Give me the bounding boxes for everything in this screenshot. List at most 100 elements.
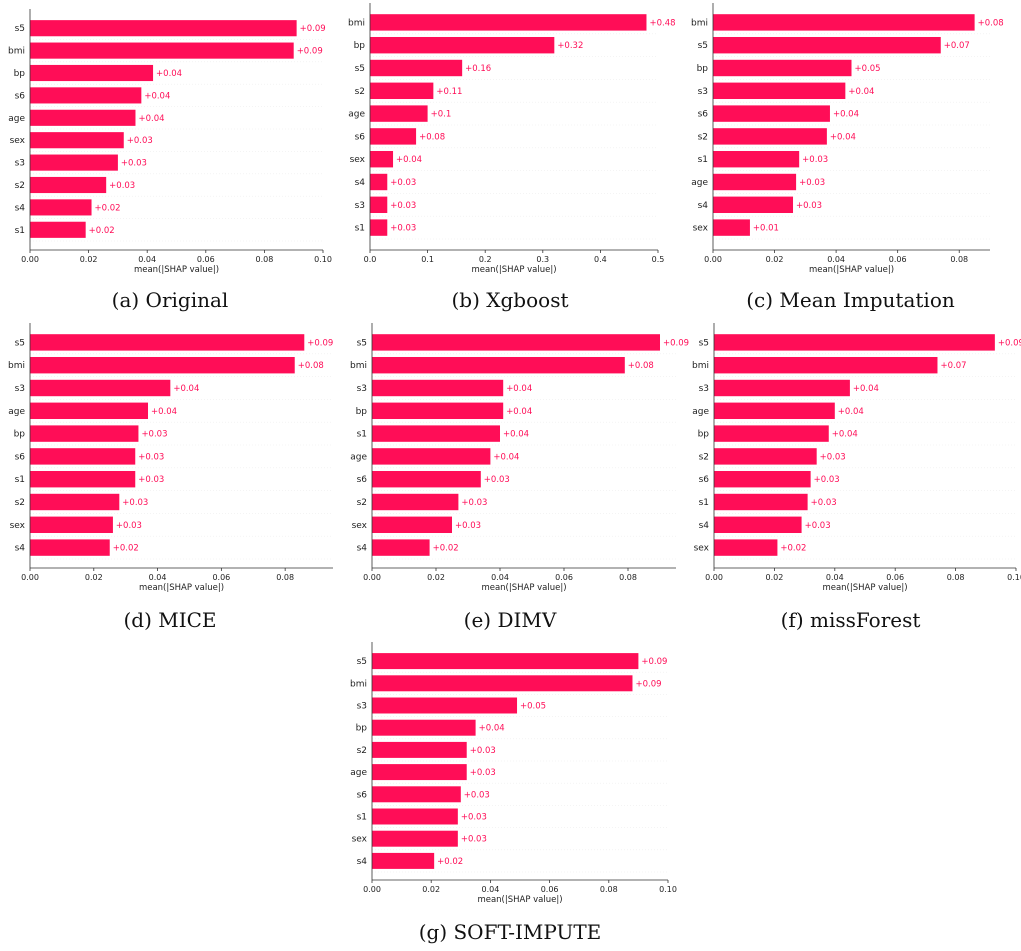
- x-tick-label: 0.00: [21, 573, 39, 582]
- category-label-s4: s4: [699, 521, 710, 531]
- value-label-s6: +0.08: [419, 132, 445, 142]
- category-label-sex: sex: [10, 136, 26, 146]
- bar-age: [370, 105, 428, 122]
- x-tick-label: 0.10: [659, 885, 677, 894]
- value-label-sex: +0.01: [753, 224, 779, 234]
- value-label-s4: +0.03: [796, 201, 822, 211]
- x-tick-label: 0.08: [947, 573, 965, 582]
- category-label-bp: bp: [354, 41, 366, 51]
- value-label-sex: +0.03: [455, 521, 481, 531]
- caption-c: (c) Mean Imputation: [746, 288, 955, 312]
- caption-g: (g) SOFT-IMPUTE: [418, 920, 602, 944]
- bar-bmi: [714, 356, 938, 374]
- x-tick-label: 0.06: [197, 255, 215, 264]
- category-label-s5: s5: [357, 338, 367, 348]
- bar-s4: [30, 539, 110, 556]
- category-label-s6: s6: [357, 790, 368, 800]
- value-label-sex: +0.04: [396, 155, 422, 165]
- value-label-s2: +0.03: [820, 452, 846, 462]
- bar-s2: [30, 493, 120, 511]
- value-label-s1: +0.03: [461, 813, 487, 823]
- category-label-s4: s4: [357, 544, 368, 554]
- value-label-s1: +0.03: [802, 155, 828, 165]
- bar-age: [713, 173, 797, 191]
- value-label-s4: +0.02: [113, 544, 139, 554]
- value-label-age: +0.04: [138, 114, 164, 124]
- value-label-s2: +0.03: [109, 181, 135, 191]
- category-label-s3: s3: [15, 384, 25, 394]
- category-label-s5: s5: [357, 657, 367, 667]
- category-label-s5: s5: [699, 338, 709, 348]
- category-label-age: age: [691, 178, 708, 188]
- x-axis-label: mean(|SHAP value|): [809, 265, 894, 275]
- bar-sex: [30, 132, 124, 149]
- value-label-age: +0.1: [431, 110, 452, 120]
- caption-b: (b) Xgboost: [451, 288, 569, 312]
- bar-s6: [30, 448, 136, 465]
- category-label-s1: s1: [357, 430, 367, 440]
- value-label-sex: +0.02: [780, 544, 806, 554]
- bar-s5: [30, 20, 297, 37]
- bar-bp: [713, 59, 852, 77]
- panel-e: s5 +0.09 bmi +0.08 s3 +0.04 bp +0.04 s1 +0.04 age +…: [340, 320, 689, 640]
- panel-c: bmi +0.08 s5 +0.07 bp +0.05 s3 +0.04 s6 +0.04 s2 +0…: [680, 0, 1021, 320]
- bar-s1: [30, 470, 136, 488]
- category-label-s2: s2: [357, 498, 367, 508]
- category-label-s2: s2: [15, 181, 25, 191]
- bar-s1: [714, 493, 808, 511]
- value-label-s4: +0.03: [805, 521, 831, 531]
- category-label-sex: sex: [693, 224, 709, 234]
- caption-f: (f) missForest: [780, 608, 921, 632]
- category-label-s3: s3: [698, 87, 708, 97]
- x-tick-label: 0.08: [619, 573, 637, 582]
- x-tick-label: 0.00: [363, 573, 381, 582]
- category-label-bmi: bmi: [348, 18, 365, 28]
- x-tick-label: 0.04: [827, 255, 845, 264]
- chart-b: bmi +0.48 bp +0.32 s5 +0.16 s2 +0.11 age +0.1 s6 +0…: [348, 3, 676, 275]
- value-label-s6: +0.04: [144, 91, 170, 101]
- chart-g: s5 +0.09 bmi +0.09 s3 +0.05 bp +0.04 s2 +0.03 age +…: [350, 642, 677, 905]
- bar-s5: [372, 334, 660, 351]
- category-label-bp: bp: [14, 430, 26, 440]
- bar-sex: [30, 516, 113, 534]
- x-tick-label: 0.0: [364, 255, 377, 264]
- x-tick-label: 0.02: [85, 573, 103, 582]
- bar-s6: [714, 470, 811, 488]
- bar-s5: [372, 653, 639, 670]
- category-label-s3: s3: [15, 159, 25, 169]
- bar-s3: [713, 82, 846, 100]
- category-label-s5: s5: [15, 338, 25, 348]
- value-label-s5: +0.07: [944, 41, 970, 51]
- category-label-s6: s6: [355, 132, 366, 142]
- x-tick-label: 0.10: [314, 255, 332, 264]
- panel-f: s5 +0.09 bmi +0.07 s3 +0.04 age +0.04 bp +0.04 s2 +…: [680, 320, 1021, 640]
- value-label-s6: +0.04: [833, 110, 859, 120]
- bar-bmi: [372, 356, 625, 374]
- bar-bp: [30, 64, 154, 82]
- caption-e: (e) DIMV: [463, 608, 557, 632]
- x-tick-label: 0.08: [950, 255, 968, 264]
- bar-s5: [713, 36, 941, 54]
- value-label-s6: +0.03: [464, 790, 490, 800]
- x-tick-label: 0.04: [491, 573, 509, 582]
- value-label-s2: +0.03: [470, 746, 496, 756]
- x-tick-label: 0.02: [80, 255, 98, 264]
- value-label-s3: +0.03: [390, 201, 416, 211]
- chart-a: s5 +0.09 bmi +0.09 bp +0.04 s6 +0.04 age +0.04 sex…: [8, 9, 332, 275]
- value-label-bmi: +0.09: [635, 679, 661, 689]
- x-axis-label: mean(|SHAP value|): [481, 583, 566, 593]
- category-label-s2: s2: [355, 87, 365, 97]
- value-label-s6: +0.03: [138, 452, 164, 462]
- value-label-age: +0.04: [493, 452, 519, 462]
- bar-bmi: [30, 42, 294, 59]
- bar-s1: [372, 425, 500, 442]
- category-label-s5: s5: [15, 24, 25, 34]
- bar-s6: [370, 128, 417, 145]
- category-label-s3: s3: [357, 384, 367, 394]
- category-label-s1: s1: [355, 224, 365, 234]
- category-label-s3: s3: [355, 201, 365, 211]
- x-tick-label: 0.06: [212, 573, 230, 582]
- value-label-bmi: +0.08: [298, 361, 324, 371]
- value-label-s5: +0.09: [998, 338, 1021, 348]
- category-label-s3: s3: [357, 702, 367, 712]
